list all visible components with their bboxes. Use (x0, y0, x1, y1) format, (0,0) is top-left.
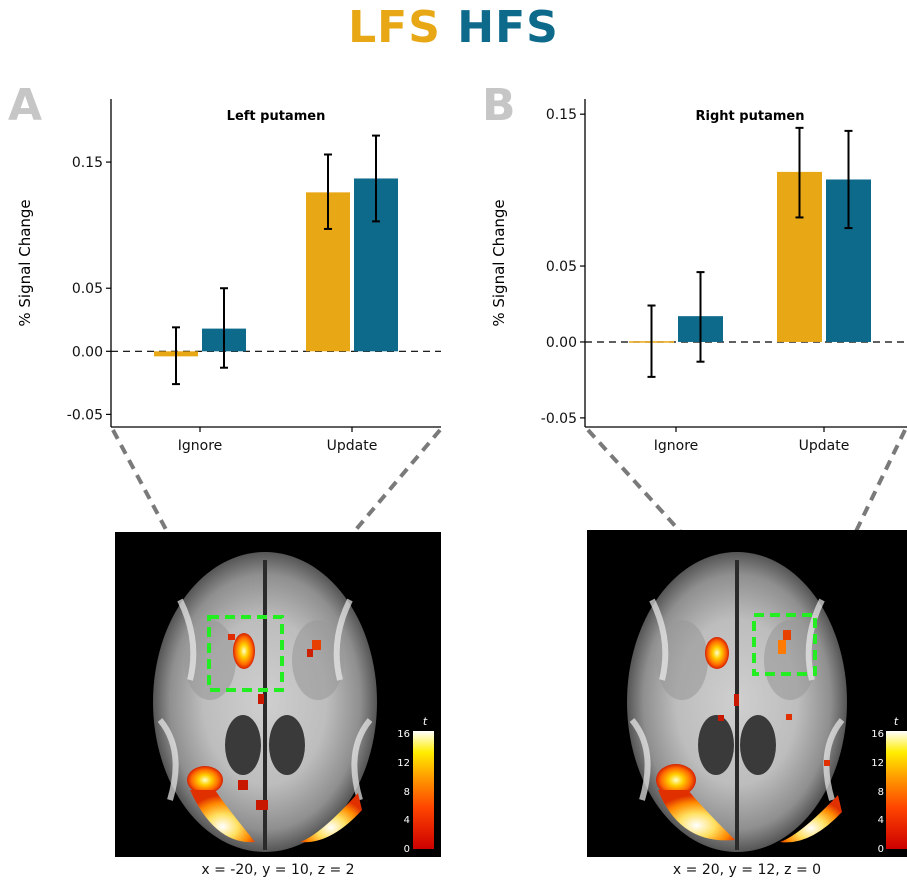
panel-letter-a: A (8, 80, 43, 131)
roi-box-a (207, 615, 284, 692)
y-tick-label: 0.15 (546, 107, 577, 123)
y-tick-label: 0.05 (546, 259, 577, 275)
legend-hfs-label: HFS (457, 2, 559, 53)
y-axis-label: % Signal Change (16, 199, 34, 326)
y-tick-label: 0.00 (546, 335, 577, 351)
zoom-connector-right-a (281, 428, 442, 618)
legend-lfs-label: LFS (348, 2, 441, 53)
panel-letter-b: B (482, 80, 516, 131)
y-tick-label: 0.05 (72, 281, 103, 297)
y-tick-label: 0.15 (72, 155, 103, 171)
colorbar-b-tick: 16 (871, 729, 884, 740)
roi-box-b (752, 613, 817, 676)
activation-right-putamen (783, 630, 791, 640)
colorbar-b-tick: 0 (878, 844, 884, 855)
colorbar-a-tick: 0 (404, 844, 410, 855)
brain-slice-b: t 16 12 8 4 0 (587, 530, 907, 857)
chart-right-putamen: Right putamen % Signal Change -0.05 0.00 0.0… (490, 99, 907, 454)
colorbar-a-tick: 4 (404, 815, 410, 826)
activation-left-putamen (233, 633, 255, 669)
colorbar-a-tick: 12 (397, 758, 410, 769)
x-tick-label: Update (799, 438, 850, 454)
colorbar-b-tick: 4 (878, 815, 884, 826)
colorbar-b-label: t (894, 715, 899, 728)
colorbar-a-label: t (423, 715, 428, 728)
y-tick-label: 0.00 (72, 344, 103, 360)
x-tick-label: Update (327, 438, 378, 454)
x-tick-label: Ignore (178, 438, 223, 454)
y-tick-label: -0.05 (541, 411, 577, 427)
colorbar-b (886, 731, 907, 849)
colorbar-a-tick: 8 (404, 787, 410, 798)
colorbar-b-tick: 8 (878, 787, 884, 798)
brain-slice-a: t 16 12 8 4 0 (115, 532, 441, 857)
coordinate-label-a: x = -20, y = 10, z = 2 (201, 862, 355, 878)
colorbar-a (413, 731, 434, 849)
chart-title: Left putamen (227, 109, 326, 124)
y-axis-label: % Signal Change (490, 199, 508, 326)
y-tick-label: -0.05 (67, 407, 103, 423)
coordinate-label-b: x = 20, y = 12, z = 0 (672, 862, 822, 878)
chart-title: Right putamen (696, 109, 805, 124)
x-tick-label: Ignore (654, 438, 699, 454)
colorbar-b-tick: 12 (871, 758, 884, 769)
figure-title: LFS HFS (0, 2, 907, 53)
colorbar-a-tick: 16 (397, 729, 410, 740)
chart-left-putamen: Left putamen % Signal Change -0.05 0.00 0.05… (16, 99, 441, 454)
